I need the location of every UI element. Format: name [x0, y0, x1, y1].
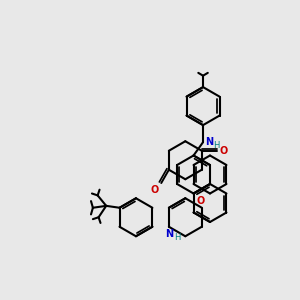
Text: O: O — [150, 185, 158, 195]
Text: O: O — [196, 196, 205, 206]
Text: H: H — [174, 233, 180, 242]
Text: O: O — [220, 146, 228, 156]
Text: N: N — [165, 229, 173, 239]
Text: H: H — [213, 141, 219, 150]
Text: N: N — [205, 137, 213, 147]
